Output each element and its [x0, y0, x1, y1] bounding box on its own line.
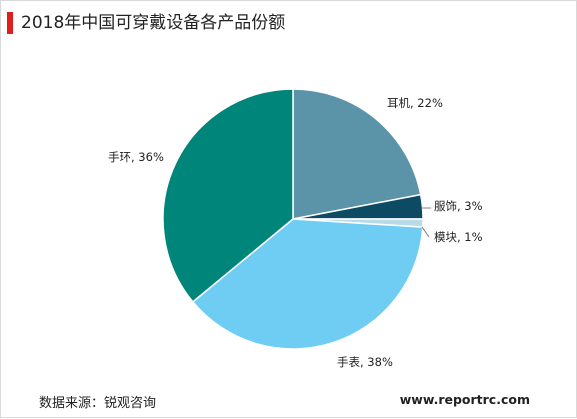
slice-label-0: 耳机, 22% — [387, 96, 443, 110]
slice-label-4: 手环, 36% — [108, 150, 164, 164]
pie-slice-0 — [292, 88, 422, 220]
website-url: www.reportrc.com — [399, 392, 530, 407]
data-source: 数据来源：锐观咨询 — [39, 396, 157, 411]
pie-slice-4 — [162, 88, 294, 303]
title-accent-bar — [7, 12, 13, 34]
slice-label-3: 手表, 38% — [337, 355, 393, 369]
pie-slice-3 — [191, 218, 424, 350]
slice-label-2: 模块, 1% — [434, 230, 483, 244]
slice-label-1: 服饰, 3% — [434, 199, 483, 213]
leader-line-2 — [421, 226, 430, 238]
chart-title: 2018年中国可穿戴设备各产品份额 — [21, 13, 286, 33]
